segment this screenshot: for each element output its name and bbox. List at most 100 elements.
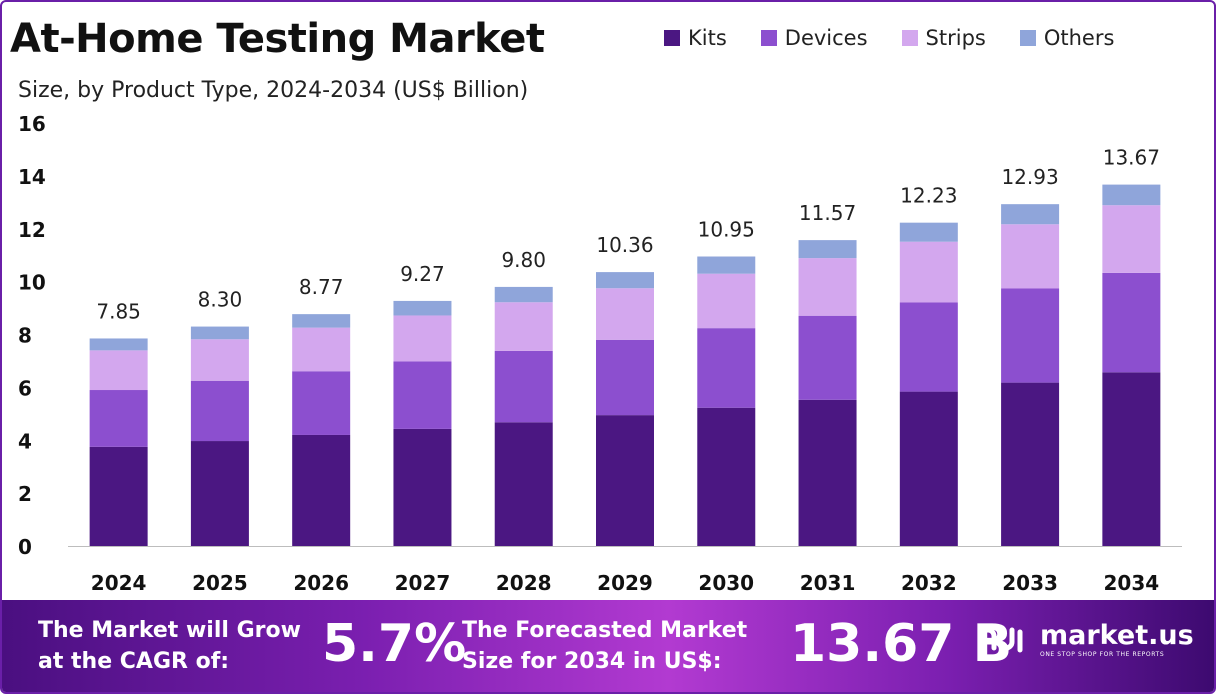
bar-segment-strips-2025	[190, 339, 249, 381]
legend-label-devices: Devices	[784, 26, 868, 50]
legend-item-others: Others	[1019, 26, 1115, 50]
y-tick-label: 16	[18, 112, 46, 136]
legend-item-devices: Devices	[760, 26, 868, 50]
bar-total-label: 9.27	[400, 262, 445, 286]
bar-segment-devices-2027	[393, 361, 452, 429]
legend-label-strips: Strips	[925, 26, 986, 50]
legend-item-strips: Strips	[901, 26, 986, 50]
legend-swatch-devices	[760, 30, 777, 46]
chart-title: At-Home Testing Market	[10, 16, 545, 62]
legend-swatch-others	[1019, 30, 1036, 46]
bar-segment-others-2034	[1102, 184, 1161, 206]
bar-segment-strips-2026	[292, 327, 351, 372]
bar-segment-devices-2031	[798, 315, 857, 400]
bar-segment-strips-2024	[89, 350, 148, 391]
cagr-value: 5.7%	[322, 614, 467, 674]
y-tick-label: 6	[18, 376, 32, 400]
y-tick-label: 8	[18, 324, 32, 348]
forecast-value: 13.67 B	[790, 614, 1013, 674]
footer-banner: The Market will Grow at the CAGR of: 5.7…	[2, 600, 1214, 692]
bar-segment-others-2030	[697, 256, 756, 274]
bar-total-label: 12.23	[900, 184, 957, 208]
bar-total-label: 10.36	[596, 233, 653, 257]
legend-swatch-kits	[664, 30, 680, 46]
bar-segment-kits-2030	[697, 407, 756, 546]
bar-segment-devices-2025	[190, 380, 249, 442]
bar-segment-others-2031	[798, 240, 857, 259]
y-tick-label: 0	[18, 535, 32, 559]
bar-segment-strips-2031	[798, 258, 857, 316]
x-tick-label: 2027	[395, 571, 451, 595]
x-tick-label: 2032	[901, 571, 957, 595]
bar-total-label: 9.80	[501, 248, 546, 272]
bar-segment-devices-2029	[596, 339, 654, 416]
bar-segment-strips-2029	[596, 288, 654, 340]
bar-segment-strips-2028	[494, 302, 553, 351]
bar-segment-others-2029	[596, 272, 654, 289]
bar-segment-others-2025	[190, 326, 249, 340]
y-tick-label: 14	[18, 165, 46, 189]
bar-segment-devices-2026	[292, 371, 351, 435]
y-tick-label: 2	[18, 482, 32, 506]
bar-total-label: 12.93	[1001, 165, 1058, 189]
legend-label-kits: Kits	[688, 26, 727, 50]
bar-segment-kits-2024	[89, 446, 148, 546]
y-tick-label: 4	[18, 429, 32, 453]
bar-segment-others-2032	[899, 222, 958, 242]
x-tick-label: 2029	[597, 571, 653, 595]
x-tick-label: 2031	[800, 571, 856, 595]
bar-segment-devices-2032	[899, 302, 958, 392]
legend-swatch-strips	[901, 30, 918, 46]
bar-segment-devices-2028	[494, 350, 553, 423]
chart-subtitle: Size, by Product Type, 2024-2034 (US$ Bi…	[18, 78, 529, 103]
bar-segment-others-2024	[89, 338, 148, 351]
legend-label-others: Others	[1043, 26, 1115, 50]
bar-total-label: 7.85	[96, 299, 141, 323]
bar-segment-devices-2024	[89, 390, 148, 447]
bar-segment-kits-2029	[596, 415, 654, 546]
brand-name: market.us	[1040, 620, 1194, 651]
cagr-label: The Market will Grow at the CAGR of:	[38, 618, 301, 674]
bar-total-label: 13.67	[1103, 146, 1160, 170]
brand-tagline: ONE STOP SHOP FOR THE REPORTS	[1040, 651, 1165, 658]
x-tick-label: 2030	[698, 571, 754, 595]
bar-segment-strips-2034	[1102, 205, 1161, 273]
bar-segment-others-2033	[1001, 204, 1060, 225]
bar-segment-kits-2033	[1001, 382, 1060, 546]
bar-segment-devices-2030	[697, 328, 756, 408]
bar-segment-kits-2026	[292, 434, 351, 546]
brand-logo: market.us ONE STOP SHOP FOR THE REPORTS	[978, 620, 1194, 658]
y-tick-label: 10	[18, 271, 46, 295]
bar-segment-strips-2033	[1001, 224, 1060, 289]
x-tick-label: 2025	[192, 571, 248, 595]
bar-total-label: 8.77	[299, 275, 344, 299]
bar-segment-kits-2027	[393, 428, 452, 546]
bar-segment-kits-2032	[899, 391, 958, 546]
market-us-logo-icon	[979, 627, 1023, 653]
x-tick-label: 2034	[1104, 571, 1160, 595]
bar-segment-kits-2034	[1102, 372, 1161, 546]
bar-segment-others-2028	[494, 286, 553, 303]
bar-segment-strips-2032	[899, 241, 958, 303]
bar-segment-others-2026	[292, 314, 351, 328]
y-tick-label: 12	[18, 218, 46, 242]
bar-total-label: 11.57	[799, 201, 856, 225]
bar-segment-devices-2033	[1001, 288, 1060, 383]
x-tick-label: 2033	[1002, 571, 1058, 595]
bar-segment-devices-2034	[1102, 272, 1161, 373]
bar-segment-kits-2025	[190, 441, 249, 546]
legend-item-kits: Kits	[664, 26, 727, 50]
x-tick-label: 2026	[293, 571, 349, 595]
x-tick-label: 2024	[91, 571, 147, 595]
bar-segment-kits-2031	[798, 399, 857, 546]
stacked-bar-chart: 0 2 4 6 8 10 12 14 16 7.85 2024 8.30 2025 8.77 2026 9.2…	[18, 112, 1182, 595]
bar-total-label: 10.95	[698, 218, 755, 242]
bar-segment-others-2027	[393, 300, 452, 316]
bar-segment-kits-2028	[494, 422, 553, 546]
x-tick-label: 2028	[496, 571, 552, 595]
bar-segment-strips-2027	[393, 315, 452, 362]
bar-total-label: 8.30	[198, 288, 243, 312]
legend: Kits Devices Strips Others	[664, 26, 1114, 50]
bar-segment-strips-2030	[697, 273, 756, 329]
